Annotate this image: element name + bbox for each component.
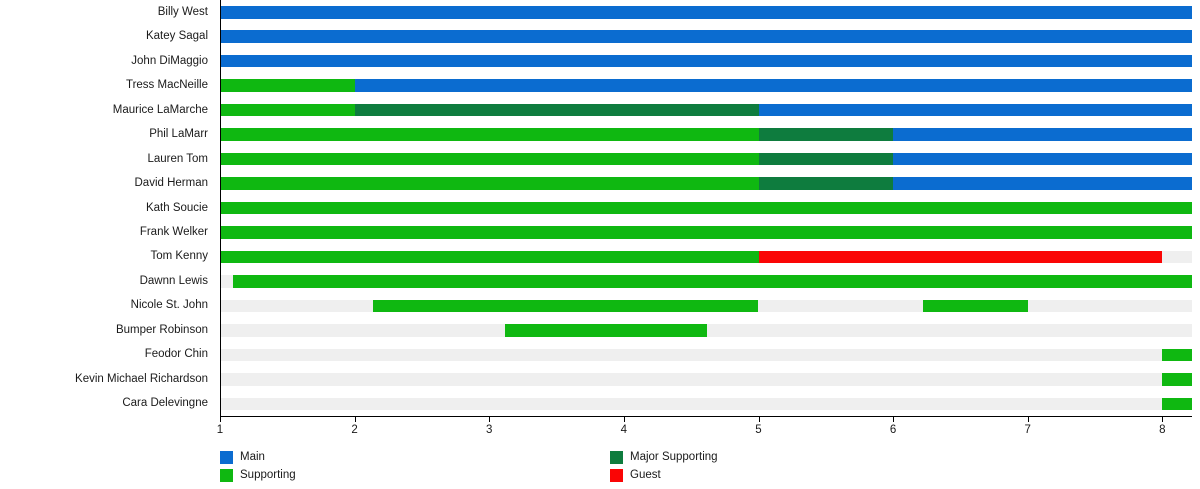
bar-row	[220, 196, 1192, 220]
legend-item[interactable]: Major Supporting	[610, 451, 718, 464]
bar-row	[220, 147, 1192, 171]
legend-item[interactable]: Main	[220, 451, 265, 464]
bar-segment-supporting[interactable]	[220, 152, 759, 166]
bar-segment-supporting[interactable]	[505, 324, 708, 337]
legend: Main Major Supporting Supporting Guest	[0, 449, 1200, 489]
bar-row	[220, 367, 1192, 391]
bar-segment-main[interactable]	[354, 79, 1192, 92]
bar-segment-supporting[interactable]	[220, 103, 355, 117]
legend-color-swatch	[610, 451, 623, 464]
x-axis-tick-label: 7	[1024, 424, 1031, 436]
y-axis-labels: Billy West Katey Sagal John DiMaggio Tress …	[0, 0, 214, 416]
legend-item[interactable]: Guest	[610, 469, 661, 482]
bar-segment-supporting[interactable]	[1162, 373, 1192, 386]
legend-label: Major Supporting	[630, 451, 718, 463]
legend-color-swatch	[220, 469, 233, 482]
legend-label: Guest	[630, 469, 661, 481]
bar-row	[220, 98, 1192, 122]
bar-row	[220, 269, 1192, 293]
bar-segment-supporting[interactable]	[220, 79, 355, 92]
bar-segment-major-supporting[interactable]	[758, 128, 894, 141]
bar-segment-supporting[interactable]	[373, 299, 759, 313]
x-axis-tick-label: 4	[620, 424, 628, 436]
bar-segment-main[interactable]	[758, 103, 1192, 117]
bar-segment-main[interactable]	[220, 30, 1192, 43]
y-axis-label: Nicole St. John	[130, 299, 208, 312]
x-axis-tick-label: 3	[486, 424, 493, 436]
row-background-band	[220, 373, 1192, 386]
y-axis-label: Tom Kenny	[150, 250, 208, 263]
bar-segment-supporting[interactable]	[1162, 397, 1192, 411]
bar-segment-supporting[interactable]	[220, 177, 759, 190]
bar-segment-main[interactable]	[893, 128, 1192, 141]
y-axis-label: Dawnn Lewis	[139, 274, 208, 287]
y-axis-label: Maurice LaMarche	[112, 103, 208, 116]
y-axis-label: John DiMaggio	[131, 54, 208, 67]
bar-row	[220, 294, 1192, 318]
y-axis-label: Tress MacNeille	[125, 79, 208, 92]
y-axis-line	[220, 0, 221, 416]
y-axis-label: David Herman	[134, 177, 209, 190]
x-axis-tick-mark	[489, 417, 491, 422]
bar-segment-major-supporting[interactable]	[354, 103, 759, 117]
x-axis-tick-label: 2	[351, 424, 358, 436]
x-axis-tick-label: 8	[1159, 424, 1166, 436]
legend-item[interactable]: Supporting	[220, 469, 296, 482]
x-axis-tick-mark	[354, 417, 356, 422]
bar-segment-supporting[interactable]	[922, 299, 1028, 313]
y-axis-label: Kevin Michael Richardson	[75, 372, 208, 385]
legend-label: Supporting	[240, 469, 296, 481]
row-background-band	[220, 397, 1192, 411]
bar-row	[220, 343, 1192, 367]
legend-color-swatch	[610, 469, 623, 482]
bar-segment-supporting[interactable]	[220, 250, 759, 264]
x-axis-line	[220, 416, 1192, 417]
bar-row	[220, 0, 1192, 24]
bar-segment-main[interactable]	[220, 6, 1192, 19]
x-axis-tick-mark	[1027, 417, 1029, 422]
x-axis-tick-mark	[893, 417, 895, 422]
x-axis-tick-mark	[758, 417, 760, 422]
y-axis-label: Lauren Tom	[147, 152, 208, 165]
x-axis-tick-label: 5	[755, 424, 762, 436]
bar-row	[220, 245, 1192, 269]
bar-row	[220, 49, 1192, 73]
legend-color-swatch	[220, 451, 233, 464]
bar-segment-guest[interactable]	[758, 250, 1163, 264]
bar-segment-supporting[interactable]	[233, 275, 1192, 288]
bar-row	[220, 171, 1192, 195]
y-axis-label: Feodor Chin	[144, 348, 208, 361]
legend-label: Main	[240, 451, 265, 463]
plot-area	[220, 0, 1192, 416]
bar-row	[220, 392, 1192, 416]
bar-row	[220, 318, 1192, 342]
x-axis-tick-label: 6	[889, 424, 897, 436]
x-axis-tick-mark	[1162, 417, 1164, 422]
bar-row	[220, 122, 1192, 146]
y-axis-label: Phil LaMarr	[149, 128, 208, 141]
bar-segment-supporting[interactable]	[220, 226, 1192, 239]
bar-segment-major-supporting[interactable]	[758, 152, 894, 166]
bar-segment-main[interactable]	[220, 54, 1192, 68]
bar-segment-main[interactable]	[893, 177, 1192, 190]
bar-row	[220, 73, 1192, 97]
y-axis-label: Kath Soucie	[145, 201, 208, 214]
row-background-band	[220, 348, 1192, 362]
bar-segment-supporting[interactable]	[220, 201, 1192, 215]
y-axis-label: Billy West	[157, 5, 208, 18]
x-axis-tick-label: 1	[216, 424, 224, 436]
y-axis-label: Bumper Robinson	[115, 323, 208, 336]
y-axis-label: Frank Welker	[139, 225, 208, 238]
x-axis-tick-mark	[623, 417, 625, 422]
y-axis-label: Cara Delevingne	[122, 397, 208, 410]
bar-segment-supporting[interactable]	[220, 128, 759, 141]
x-axis-tick-mark	[220, 417, 221, 422]
bar-row	[220, 24, 1192, 48]
bar-segment-supporting[interactable]	[1162, 348, 1192, 362]
bar-segment-main[interactable]	[893, 152, 1192, 166]
bar-segment-major-supporting[interactable]	[758, 177, 894, 190]
y-axis-label: Katey Sagal	[145, 30, 208, 43]
bar-row	[220, 220, 1192, 244]
